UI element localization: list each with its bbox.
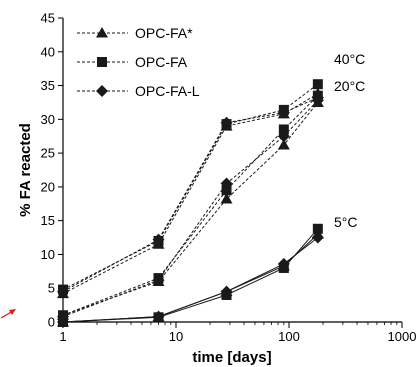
legend-label: OPC-FA — [135, 54, 188, 70]
axes: 0 5 10 15 20 25 30 35 40 45 1 10 100 1000 — [41, 11, 416, 345]
data-point — [57, 285, 69, 298]
series-layer — [57, 79, 324, 328]
series-line — [62, 97, 319, 293]
data-point — [277, 139, 290, 150]
y-tick-label: 15 — [41, 213, 55, 228]
data-point — [277, 257, 290, 270]
x-tick-label: 1000 — [388, 329, 416, 344]
data-point — [220, 193, 233, 204]
y-tick-label: 0 — [48, 315, 55, 330]
temperature-label: 40°C — [334, 51, 365, 67]
x-axis-title: time [days] — [192, 349, 271, 366]
annotations: 40°C 20°C 5°C — [334, 51, 365, 230]
x-tick-label: 1 — [59, 329, 66, 344]
y-tick-label: 5 — [48, 281, 55, 296]
data-point — [277, 130, 290, 143]
y-tick-label: 30 — [41, 112, 55, 127]
legend-marker-square — [97, 57, 107, 67]
data-point — [152, 274, 165, 287]
data-point — [312, 223, 323, 234]
data-point — [311, 231, 324, 244]
y-tick-label: 20 — [41, 179, 55, 194]
x-tick-label: 10 — [169, 329, 183, 344]
temperature-label: 5°C — [334, 214, 358, 230]
red-arrow — [0, 309, 16, 319]
series-line — [62, 83, 319, 291]
data-point — [57, 316, 69, 328]
red-arrow-head — [9, 309, 16, 315]
data-point — [220, 116, 233, 129]
series-opc-fa-l-5c — [57, 231, 324, 328]
legend-label: OPC-FA-L — [135, 83, 200, 99]
data-point — [220, 177, 233, 190]
y-tick-label: 40 — [41, 44, 55, 59]
data-point — [221, 185, 232, 196]
legend-label: OPC-FA* — [135, 25, 193, 41]
data-point — [311, 94, 324, 107]
data-point — [220, 285, 233, 298]
series-line — [62, 93, 319, 295]
y-tick-label: 25 — [41, 146, 55, 161]
y-tick-label: 45 — [41, 11, 55, 26]
y-tick-label: 35 — [41, 78, 55, 93]
data-point — [277, 106, 290, 119]
y-tick-label: 10 — [41, 247, 55, 262]
series-line — [62, 237, 319, 323]
data-point — [278, 124, 289, 135]
series-opc-fa-20c — [58, 90, 323, 321]
legend-marker-diamond — [96, 85, 108, 97]
legend-marker-triangle — [96, 27, 108, 38]
temperature-label: 20°C — [334, 78, 365, 94]
data-point — [152, 233, 165, 246]
y-axis-title: % FA reacted — [17, 123, 34, 217]
data-point — [312, 79, 323, 90]
series-opc-fa-l-40c — [57, 91, 324, 298]
series-opc-fa-5c — [58, 223, 323, 327]
series-line — [62, 233, 319, 323]
series-opc-fa-l-20c — [57, 94, 324, 323]
x-tick-label: 100 — [278, 329, 300, 344]
data-point — [152, 310, 165, 323]
legend: OPC-FA* OPC-FA OPC-FA-L — [77, 25, 200, 99]
